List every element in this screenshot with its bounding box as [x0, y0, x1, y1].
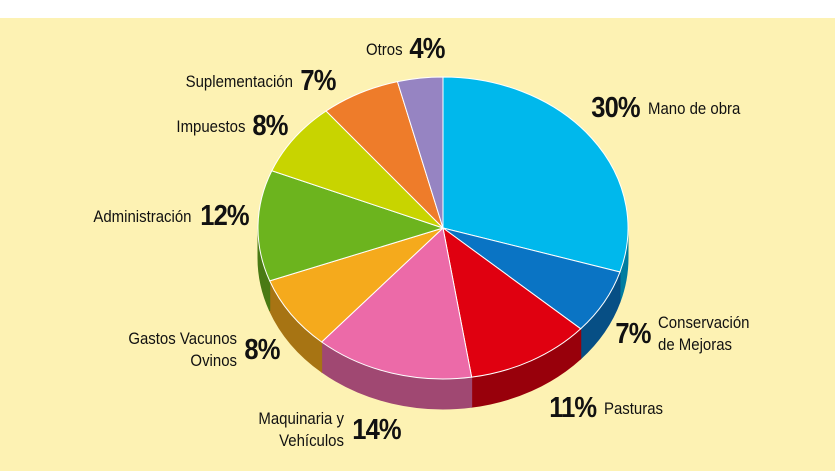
value-label: 11% [549, 392, 597, 424]
value-label: 7% [615, 317, 651, 350]
slice-label: Administración 12% [80, 200, 252, 233]
slice-label: Suplementación 7% [171, 65, 338, 98]
value-label: 12% [200, 200, 249, 232]
slice [442, 76, 629, 273]
category-label: Mano de obra [648, 98, 741, 118]
slice-label: 11% Pasturas [546, 392, 672, 425]
category-label: Impuestos [176, 116, 246, 136]
slice [320, 227, 473, 380]
value-label: 4% [409, 33, 445, 65]
category-label: Otros [365, 39, 403, 59]
value-label: 7% [300, 65, 336, 97]
category-label: Pasturas [604, 398, 664, 418]
category-label: Conservación de Mejoras [657, 313, 750, 354]
value-label: 8% [244, 333, 280, 366]
slice [442, 226, 582, 378]
slice [396, 76, 444, 229]
value-label: 30% [591, 92, 640, 124]
category-label: Suplementación [185, 71, 294, 91]
slice [257, 170, 445, 282]
slice-label: Gastos Vacunos Ovinos 8% [87, 328, 282, 372]
slice-label: 7% Conservación de Mejoras [613, 312, 778, 356]
slice [271, 110, 444, 229]
category-label: Administración [93, 206, 192, 226]
slice-label: Impuestos 8% [167, 110, 290, 143]
category-label: Maquinaria y Vehículos [258, 409, 344, 450]
slice-label: Maquinaria y Vehículos 14% [194, 408, 404, 452]
slice-label: 30% Mano de obra [588, 92, 753, 125]
value-label: 8% [252, 110, 288, 142]
slice-label: Otros 4% [361, 33, 447, 66]
slice [269, 227, 444, 343]
value-label: 14% [352, 413, 401, 446]
category-label: Gastos Vacunos Ovinos [128, 329, 238, 370]
